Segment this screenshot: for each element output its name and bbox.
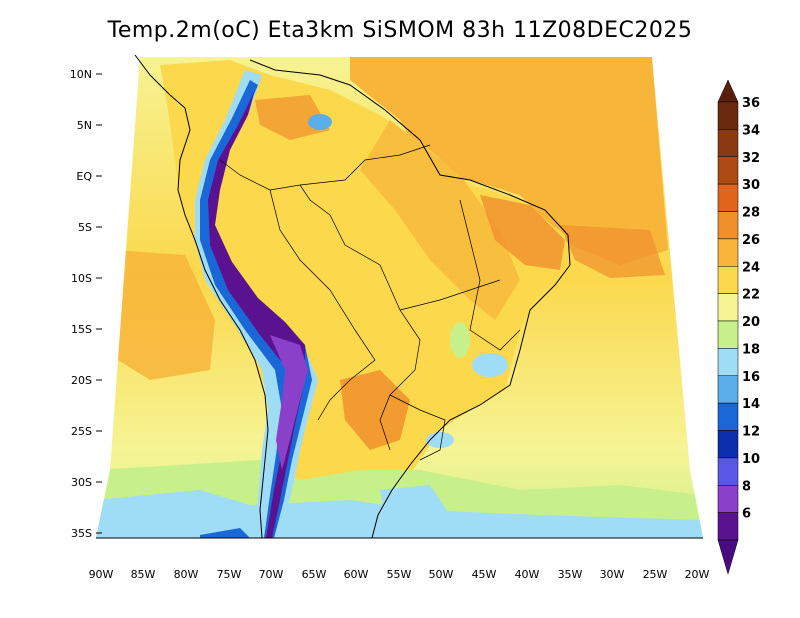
colorbar-label: 28 bbox=[742, 206, 760, 221]
colorbar-label: 6 bbox=[742, 507, 751, 522]
colorbar-cell bbox=[717, 375, 739, 404]
colorbar-cell bbox=[717, 129, 739, 157]
lon-label: 90W bbox=[89, 568, 114, 581]
colorbar-cell bbox=[717, 402, 739, 431]
colorbar-label: 24 bbox=[742, 260, 760, 275]
lon-label: 55W bbox=[387, 568, 412, 581]
colorbar-label: 30 bbox=[742, 178, 760, 193]
lon-label: 20W bbox=[685, 568, 710, 581]
colorbar-cell bbox=[717, 211, 739, 240]
lat-label: 35S bbox=[71, 527, 92, 540]
colorbar-cell bbox=[717, 430, 739, 459]
colorbar-label: 12 bbox=[742, 425, 760, 440]
lon-label: 35W bbox=[558, 568, 583, 581]
colorbar-label: 16 bbox=[742, 370, 760, 385]
lat-label: 10S bbox=[71, 272, 92, 285]
lat-axis: 10N 5N EQ 5S 10S 15S 20S 25S 30S 35S bbox=[70, 68, 102, 540]
model-domain bbox=[96, 57, 703, 538]
lon-label: 50W bbox=[429, 568, 454, 581]
lat-label: 5S bbox=[78, 221, 92, 234]
colorbar-label: 18 bbox=[742, 342, 760, 357]
colorbar-bottom-arrow bbox=[717, 539, 739, 575]
colorbar-top-arrow bbox=[717, 79, 739, 103]
colorbar-cells bbox=[717, 101, 739, 541]
colorbar-cell bbox=[717, 266, 739, 294]
colorbar-cell bbox=[717, 293, 739, 322]
lat-label: 25S bbox=[71, 425, 92, 438]
lat-label: 15S bbox=[71, 323, 92, 336]
colorbar-cell bbox=[717, 238, 739, 267]
lon-label: 80W bbox=[174, 568, 199, 581]
country-borders bbox=[219, 144, 521, 461]
colorbar-cell bbox=[717, 348, 739, 376]
map-title: Temp.2m(oC) Eta3km SiSMOM 83h 11Z08DEC20… bbox=[107, 18, 693, 43]
lon-label: 40W bbox=[515, 568, 540, 581]
colorbar-label: 34 bbox=[742, 123, 760, 138]
colorbar-label: 22 bbox=[742, 288, 760, 303]
lat-label: 20S bbox=[71, 374, 92, 387]
colorbar-label: 20 bbox=[742, 315, 760, 330]
colorbar-cell bbox=[717, 101, 739, 130]
colorbar-cell bbox=[717, 156, 739, 185]
lon-axis: 90W 85W 80W 75W 70W 65W 60W 55W 50W 45W … bbox=[89, 537, 710, 581]
lat-label: 5N bbox=[77, 119, 92, 132]
colorbar-label: 10 bbox=[742, 452, 760, 467]
colorbar-cell bbox=[717, 457, 739, 486]
colorbar-cell bbox=[717, 183, 739, 212]
colorbar-cell bbox=[717, 320, 739, 349]
lat-label: 30S bbox=[71, 476, 92, 489]
colorbar-label: 26 bbox=[742, 233, 760, 248]
colorbar-label: 8 bbox=[742, 479, 751, 494]
colorbar-labels: 36 34 32 30 28 26 24 22 20 18 16 14 12 10 8 6 bbox=[742, 96, 760, 522]
lon-label: 70W bbox=[259, 568, 284, 581]
lat-label: 10N bbox=[70, 68, 92, 81]
lon-label: 75W bbox=[217, 568, 242, 581]
lon-label: 30W bbox=[600, 568, 625, 581]
lon-label: 65W bbox=[302, 568, 327, 581]
lon-label: 45W bbox=[472, 568, 497, 581]
colorbar-cell bbox=[717, 512, 739, 541]
coastlines bbox=[134, 54, 571, 539]
lon-label: 60W bbox=[344, 568, 369, 581]
colorbar-cell bbox=[717, 485, 739, 513]
colorbar-label: 32 bbox=[742, 151, 760, 166]
lon-label: 85W bbox=[131, 568, 156, 581]
lat-label: EQ bbox=[76, 170, 92, 183]
lon-label: 25W bbox=[643, 568, 668, 581]
colorbar-label: 36 bbox=[742, 96, 760, 111]
colorbar-label: 14 bbox=[742, 397, 760, 412]
